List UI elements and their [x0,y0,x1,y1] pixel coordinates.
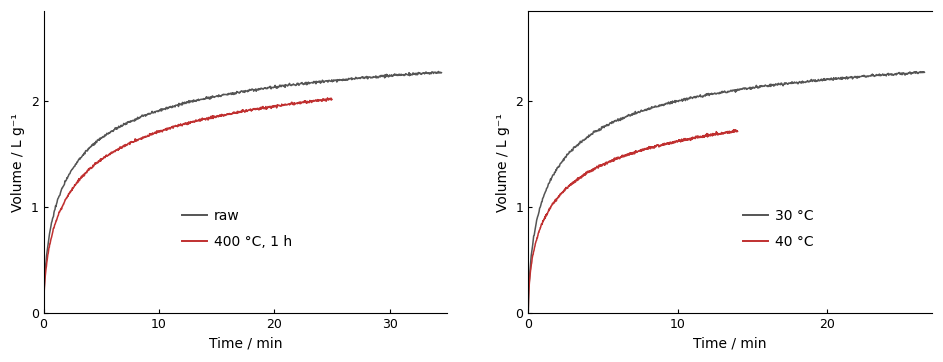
40 °C [522,311,534,316]
40 °C [728,127,739,132]
400 °C, 1 h [322,96,333,100]
40 °C [644,145,655,149]
30 °C [522,311,534,315]
Y-axis label: Volume / L g⁻¹: Volume / L g⁻¹ [496,113,510,212]
X-axis label: Time / min: Time / min [693,337,767,351]
raw [62,174,74,179]
400 °C, 1 h [206,115,217,119]
30 °C [547,173,558,178]
Legend: 30 °C, 40 °C: 30 °C, 40 °C [737,203,819,254]
30 °C [763,84,774,89]
400 °C, 1 h [286,100,297,104]
30 °C [823,77,835,81]
40 °C [650,144,661,149]
400 °C, 1 h [222,112,233,117]
30 °C [918,70,930,75]
30 °C [916,70,927,74]
Line: 40 °C: 40 °C [528,130,737,313]
40 °C [732,129,743,134]
raw [433,69,444,73]
Line: raw: raw [43,71,441,312]
400 °C, 1 h [213,115,224,119]
40 °C [681,137,692,142]
raw [339,77,351,81]
30 °C [864,74,875,78]
raw [269,85,280,89]
raw [380,74,391,78]
400 °C, 1 h [38,310,49,315]
400 °C, 1 h [326,97,338,101]
Legend: raw, 400 °C, 1 h: raw, 400 °C, 1 h [176,203,298,254]
raw [38,310,49,315]
raw [279,85,290,89]
30 °C [753,86,764,90]
Line: 400 °C, 1 h: 400 °C, 1 h [43,98,332,312]
X-axis label: Time / min: Time / min [208,337,282,351]
400 °C, 1 h [256,105,268,110]
raw [291,81,303,85]
Line: 30 °C: 30 °C [528,72,924,313]
30 °C [775,83,786,87]
400 °C, 1 h [56,206,67,210]
Y-axis label: Volume / L g⁻¹: Volume / L g⁻¹ [11,113,25,212]
40 °C [656,143,668,147]
raw [436,71,447,75]
40 °C [536,223,547,228]
40 °C [703,134,714,138]
